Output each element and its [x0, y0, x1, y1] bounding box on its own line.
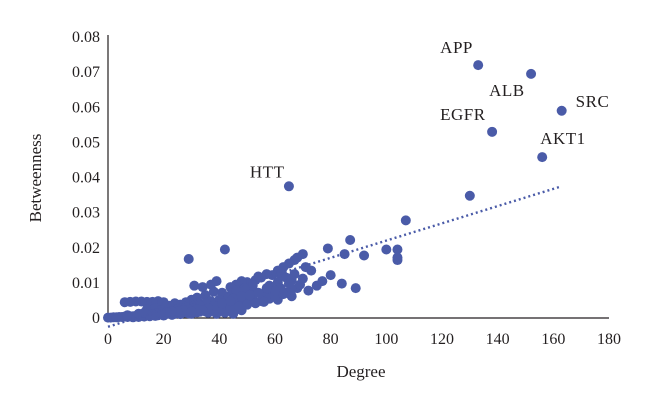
y-tick-label: 0.04	[72, 170, 100, 187]
data-point-alb	[526, 68, 537, 79]
y-axis-ticks: 0 0.01 0.02 0.03 0.04 0.05 0.06 0.07 0.08	[72, 29, 100, 327]
x-tick-label: 160	[541, 331, 565, 348]
data-point	[189, 280, 200, 291]
data-point	[325, 270, 336, 281]
y-tick-label: 0.02	[72, 240, 100, 257]
data-point	[336, 278, 347, 289]
point-label-htt: HTT	[250, 162, 285, 181]
data-point	[392, 244, 403, 255]
data-point	[236, 291, 247, 302]
data-point	[289, 269, 300, 280]
data-point	[122, 310, 133, 321]
data-point	[400, 215, 411, 226]
x-tick-label: 180	[597, 331, 621, 348]
data-point	[197, 282, 208, 293]
data-point	[258, 296, 269, 307]
data-point	[339, 249, 350, 260]
data-point-src	[556, 105, 567, 116]
y-axis-title: Betweenness	[26, 134, 45, 223]
data-point	[303, 285, 314, 296]
y-tick-label: 0.06	[72, 99, 100, 116]
data-point-egfr	[487, 126, 498, 137]
x-axis-ticks: 0 20 40 60 80 100 120 140 160 180	[104, 331, 621, 348]
point-labels: APP ALB SRC EGFR AKT1 HTT	[250, 38, 609, 181]
data-point	[359, 250, 370, 261]
data-point	[300, 262, 311, 273]
data-point	[225, 296, 236, 307]
point-label-src: SRC	[576, 92, 610, 111]
data-point-app	[473, 60, 484, 71]
y-tick-label: 0.01	[72, 275, 100, 292]
data-point	[139, 307, 150, 318]
x-tick-label: 0	[104, 331, 112, 348]
trendline	[107, 185, 563, 328]
data-point	[247, 280, 258, 291]
data-point	[317, 276, 328, 287]
y-tick-label: 0.08	[72, 29, 100, 46]
data-point	[350, 283, 361, 294]
data-point-htt	[283, 181, 294, 192]
x-axis-title: Degree	[336, 362, 385, 381]
data-point	[119, 297, 130, 308]
point-label-akt1: AKT1	[540, 129, 585, 148]
data-point	[211, 276, 222, 287]
x-tick-label: 140	[486, 331, 510, 348]
y-tick-label: 0.05	[72, 134, 100, 151]
data-point	[217, 298, 228, 309]
y-tick-label: 0	[92, 310, 100, 327]
y-tick-label: 0.07	[72, 64, 100, 81]
data-point	[250, 298, 261, 309]
data-point	[242, 299, 253, 310]
data-point	[297, 273, 308, 284]
y-tick-label: 0.03	[72, 205, 100, 222]
x-tick-label: 40	[211, 331, 227, 348]
data-point	[270, 285, 280, 296]
data-point	[244, 290, 255, 301]
point-label-egfr: EGFR	[440, 105, 486, 124]
data-point-akt1	[537, 152, 548, 163]
point-label-alb: ALB	[489, 81, 524, 100]
point-label-app: APP	[440, 38, 473, 57]
data-point	[186, 306, 197, 317]
data-point	[381, 244, 392, 255]
data-point	[253, 287, 264, 298]
data-point	[345, 235, 356, 246]
x-tick-label: 120	[430, 331, 454, 348]
x-tick-label: 100	[374, 331, 398, 348]
data-point	[322, 243, 333, 254]
x-tick-label: 20	[156, 331, 172, 348]
data-point	[219, 244, 230, 255]
x-tick-label: 60	[267, 331, 283, 348]
data-point	[283, 278, 294, 289]
data-point	[233, 301, 244, 312]
data-point	[261, 283, 272, 294]
data-point	[183, 253, 194, 264]
data-point	[392, 255, 403, 266]
data-point	[464, 190, 475, 201]
x-tick-label: 80	[323, 331, 339, 348]
